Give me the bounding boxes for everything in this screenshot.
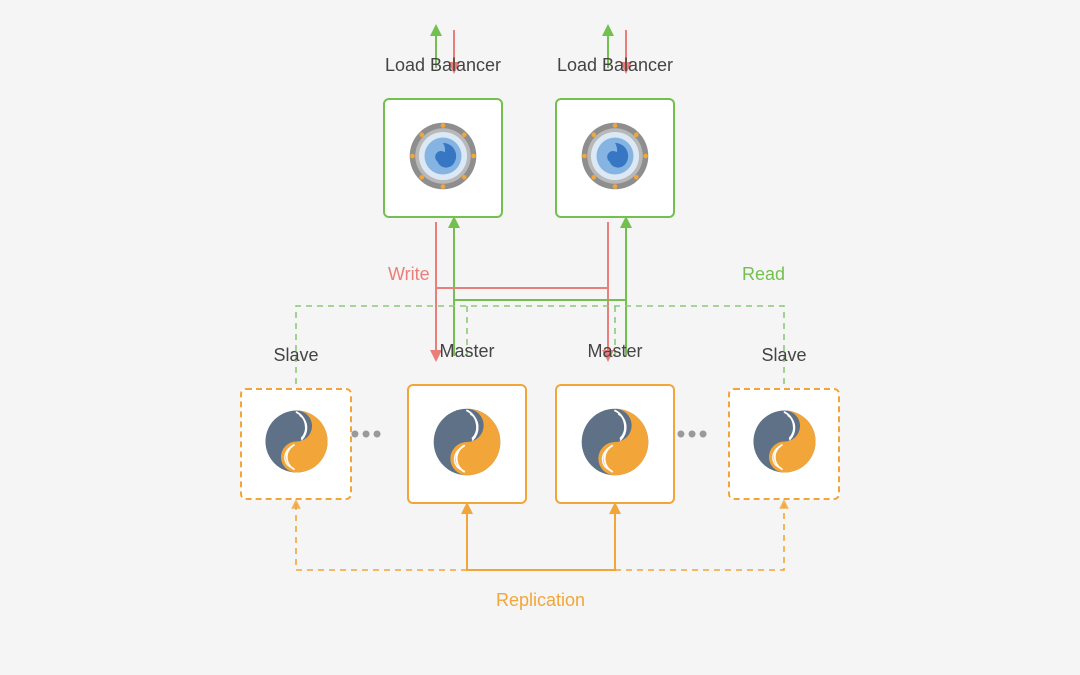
read-path bbox=[296, 306, 784, 384]
node-label-lb_right: Load Balancer bbox=[557, 55, 673, 76]
replication-main bbox=[467, 508, 615, 570]
yinyang-icon bbox=[578, 405, 652, 484]
connection-lines bbox=[0, 0, 1080, 675]
node-label-master_left: Master bbox=[439, 341, 494, 362]
yinyang-icon bbox=[430, 405, 504, 484]
edge-label-replication: Replication bbox=[496, 590, 585, 611]
node-master_left bbox=[407, 384, 527, 504]
yinyang-icon bbox=[262, 407, 331, 481]
node-label-slave_left: Slave bbox=[273, 345, 318, 366]
node-lb_left bbox=[383, 98, 503, 218]
edge-label-write: Write bbox=[388, 264, 430, 285]
portal-icon bbox=[406, 119, 480, 198]
ellipsis-icon: ••• bbox=[350, 419, 383, 450]
architecture-diagram: Load Balancer Load Balancer Slave Master Mas… bbox=[0, 0, 1080, 675]
node-label-slave_right: Slave bbox=[761, 345, 806, 366]
ellipsis-icon: ••• bbox=[676, 419, 709, 450]
node-label-master_right: Master bbox=[587, 341, 642, 362]
node-slave_left bbox=[240, 388, 352, 500]
replication-branch-0 bbox=[296, 504, 467, 570]
edge-label-read: Read bbox=[742, 264, 785, 285]
node-lb_right bbox=[555, 98, 675, 218]
portal-icon bbox=[578, 119, 652, 198]
node-master_right bbox=[555, 384, 675, 504]
node-slave_right bbox=[728, 388, 840, 500]
node-label-lb_left: Load Balancer bbox=[385, 55, 501, 76]
replication-branch-1 bbox=[615, 504, 784, 570]
yinyang-icon bbox=[750, 407, 819, 481]
